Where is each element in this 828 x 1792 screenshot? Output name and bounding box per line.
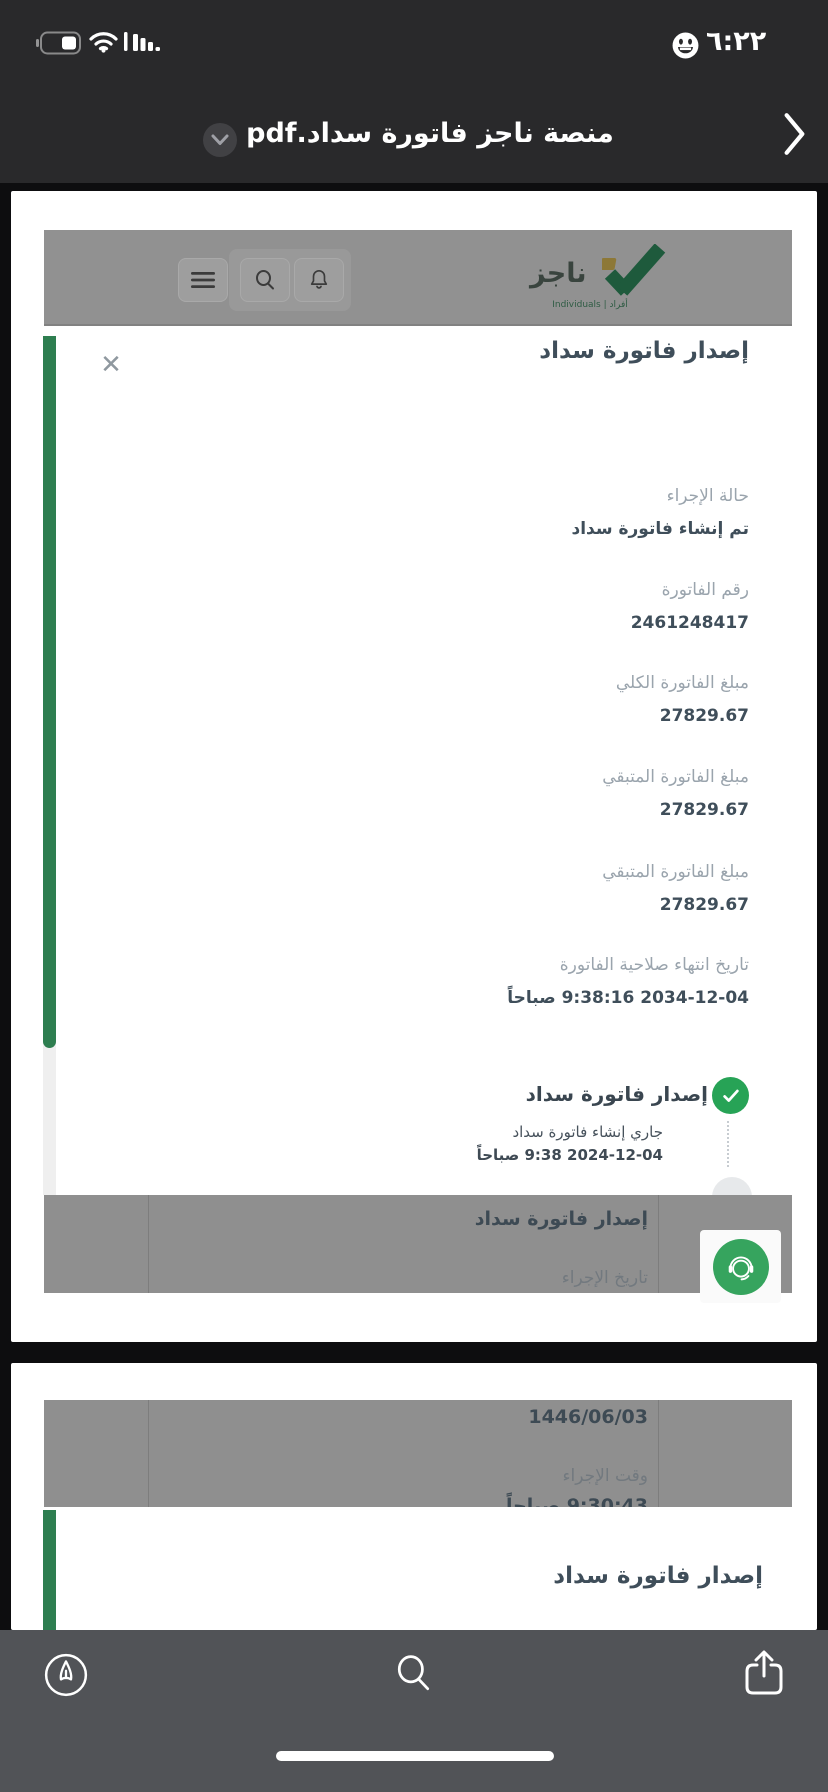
field-label: مبلغ الفاتورة المتبقي	[602, 862, 749, 882]
battery-icon	[36, 31, 81, 55]
timeline-title: إصدار فاتورة سداد	[525, 1082, 708, 1106]
field-label: حالة الإجراء	[666, 486, 749, 506]
notifications-button	[294, 258, 344, 302]
table-action-value: إصدار فاتورة سداد	[474, 1208, 648, 1230]
field-expiry-date: تاريخ انتهاء صلاحية الفاتورة 2034-12-04 …	[189, 955, 749, 1008]
share-button[interactable]	[740, 1646, 788, 1700]
title-options-button[interactable]	[203, 123, 237, 157]
field-remaining-amount-2: مبلغ الفاتورة المتبقي 27829.67	[189, 862, 749, 915]
cellular-icon	[124, 32, 160, 51]
table-divider	[658, 1400, 659, 1507]
table-time-label: وقت الإجراء	[562, 1466, 648, 1486]
top-chrome: ٦:٢٢ منصة ناجز فاتورة سداد.pdf	[0, 0, 828, 183]
home-indicator[interactable]	[276, 1751, 554, 1761]
najiz-logo: ناجز أفراد | Individuals	[530, 242, 670, 322]
focus-smiley-icon	[672, 32, 699, 59]
table-date-value: 1446/06/03	[528, 1406, 648, 1428]
field-total-amount: مبلغ الفاتورة الكلي 27829.67	[189, 673, 749, 726]
back-chevron-icon[interactable]	[781, 111, 809, 157]
field-label: مبلغ الفاتورة الكلي	[615, 673, 749, 693]
bottom-toolbar	[0, 1630, 828, 1792]
najiz-brand-text: ناجز	[530, 258, 587, 289]
chatbot-agent-icon	[728, 1256, 753, 1280]
history-table-page1: إصدار فاتورة سداد تاريخ الإجراء	[44, 1195, 792, 1293]
chatbot-button	[700, 1230, 781, 1303]
timeline-details: جاري إنشاء فاتورة سداد 2024-12-04 9:38 ص…	[477, 1121, 663, 1167]
modal-scrollbar-thumb-page2	[43, 1510, 56, 1630]
search-document-button[interactable]	[392, 1652, 436, 1696]
field-label: رقم الفاتورة	[661, 580, 749, 600]
page2-modal-title: إصدار فاتورة سداد	[553, 1563, 763, 1589]
markup-icon	[44, 1653, 88, 1697]
modal-scrollbar-thumb	[43, 336, 56, 1048]
najiz-brand-subtitle: أفراد | Individuals	[552, 300, 628, 310]
field-value: 2034-12-04 9:38:16 صباحاً	[507, 988, 749, 1008]
toolbar-search-icon	[397, 1655, 430, 1691]
wifi-icon	[89, 32, 118, 53]
share-icon	[745, 1650, 783, 1695]
field-value: 27829.67	[659, 706, 749, 726]
chatbot-circle	[712, 1238, 769, 1295]
pdf-page-2: 1446/06/03 وقت الإجراء 9:30:43 صباحاً إص…	[11, 1363, 817, 1630]
table-divider	[148, 1195, 149, 1293]
document-title: منصة ناجز فاتورة سداد.pdf	[246, 118, 614, 149]
timeline-datetime: 2024-12-04 9:38 صباحاً	[476, 1146, 663, 1164]
markup-button[interactable]	[42, 1651, 90, 1699]
pdf-page-1: ناجز أفراد | Individuals إصدار فاتورة سد…	[11, 191, 817, 1342]
field-action-status: حالة الإجراء تم إنشاء فاتورة سداد	[189, 486, 749, 539]
modal-title: إصدار فاتورة سداد	[539, 338, 749, 364]
timeline-connector	[727, 1121, 729, 1167]
status-time: ٦:٢٢	[706, 26, 767, 57]
table-time-value: 9:30:43 صباحاً	[505, 1495, 648, 1507]
field-invoice-number: رقم الفاتورة 2461248417	[189, 580, 749, 633]
close-icon: ✕	[100, 350, 122, 380]
field-value: تم إنشاء فاتورة سداد	[571, 519, 749, 539]
table-divider	[148, 1400, 149, 1507]
chevron-down-icon	[211, 134, 229, 145]
najiz-site-header: ناجز أفراد | Individuals	[44, 230, 792, 326]
field-label: مبلغ الفاتورة المتبقي	[602, 767, 749, 787]
menu-icon	[191, 272, 215, 288]
check-circle-icon	[722, 1089, 739, 1102]
najiz-logo-check	[602, 244, 666, 296]
table-date-label: تاريخ الإجراء	[561, 1268, 648, 1288]
field-value: 27829.67	[659, 800, 749, 820]
timeline-status: جاري إنشاء فاتورة سداد	[512, 1123, 663, 1141]
timeline-check-node	[712, 1077, 749, 1114]
field-value: 27829.67	[659, 895, 749, 915]
field-value: 2461248417	[630, 613, 749, 633]
menu-button	[178, 258, 228, 302]
table-divider	[658, 1195, 659, 1293]
history-table-page2: 1446/06/03 وقت الإجراء 9:30:43 صباحاً	[44, 1400, 792, 1507]
field-label: تاريخ انتهاء صلاحية الفاتورة	[559, 955, 749, 975]
field-remaining-amount-1: مبلغ الفاتورة المتبقي 27829.67	[189, 767, 749, 820]
bell-icon	[310, 270, 328, 289]
search-button	[240, 258, 290, 302]
search-icon	[256, 270, 274, 290]
